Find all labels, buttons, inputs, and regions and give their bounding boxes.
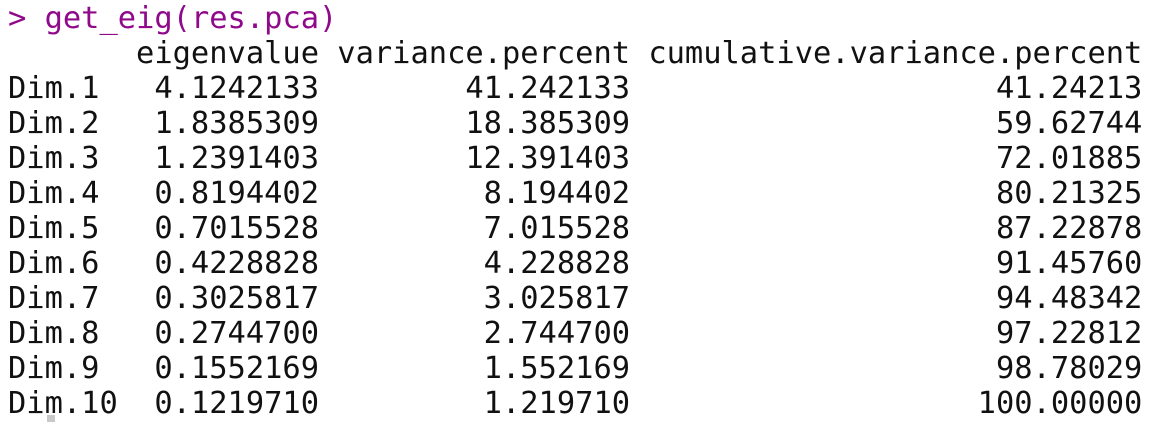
cumulative-variance-percent-cell: 100.00000 [977, 386, 1143, 421]
variance-percent-cell: 3.025817 [483, 281, 631, 316]
variance-percent-cell: 12.391403 [465, 141, 631, 176]
variance-percent-cell: 7.015528 [483, 211, 631, 246]
col-header-cumulative-variance-percent: cumulative.variance.percent [648, 36, 1143, 71]
eigenvalue-cell: 0.1219710 [154, 386, 320, 421]
variance-percent-cell: 4.228828 [483, 246, 631, 281]
table-row: Dim.3 1.2391403 12.391403 72.01885 [8, 141, 1162, 176]
row-name: Dim.10 [8, 386, 118, 421]
eigenvalue-cell: 0.3025817 [154, 281, 320, 316]
table-row: Dim.10 0.1219710 1.219710 100.00000 [8, 386, 1162, 421]
table-row: Dim.6 0.4228828 4.228828 91.45760 [8, 246, 1162, 281]
table-row: Dim.5 0.7015528 7.015528 87.22878 [8, 211, 1162, 246]
variance-percent-cell: 2.744700 [483, 316, 631, 351]
row-name: Dim.3 [8, 141, 100, 176]
table-row: Dim.2 1.8385309 18.385309 59.62744 [8, 106, 1162, 141]
console-command-line: > get_eig(res.pca) [8, 1, 1162, 36]
eigenvalue-cell: 1.8385309 [154, 106, 320, 141]
cumulative-variance-percent-cell: 97.22812 [995, 316, 1143, 351]
text-cursor[interactable] [47, 415, 55, 422]
eigenvalue-cell: 0.8194402 [154, 176, 320, 211]
eigenvalue-cell: 0.1552169 [154, 351, 320, 386]
cumulative-variance-percent-cell: 80.21325 [995, 176, 1143, 211]
cumulative-variance-percent-cell: 94.48342 [995, 281, 1143, 316]
variance-percent-cell: 8.194402 [483, 176, 631, 211]
col-header-variance-percent: variance.percent [337, 36, 631, 71]
cumulative-variance-percent-cell: 59.62744 [995, 106, 1143, 141]
eigenvalue-cell: 0.4228828 [154, 246, 320, 281]
row-name: Dim.5 [8, 211, 100, 246]
eigenvalue-cell: 0.2744700 [154, 316, 320, 351]
table-row: Dim.9 0.1552169 1.552169 98.78029 [8, 351, 1162, 386]
cumulative-variance-percent-cell: 41.24213 [995, 71, 1143, 106]
eigenvalue-cell: 0.7015528 [154, 211, 320, 246]
row-name: Dim.8 [8, 316, 100, 351]
cumulative-variance-percent-cell: 87.22878 [995, 211, 1143, 246]
eigenvalue-cell: 4.1242133 [154, 71, 320, 106]
row-name: Dim.1 [8, 71, 100, 106]
row-name: Dim.7 [8, 281, 100, 316]
table-row: Dim.1 4.1242133 41.242133 41.24213 [8, 71, 1162, 106]
variance-percent-cell: 1.219710 [483, 386, 631, 421]
table-row: Dim.7 0.3025817 3.025817 94.48342 [8, 281, 1162, 316]
variance-percent-cell: 41.242133 [465, 71, 631, 106]
table-header-row: eigenvalue variance.percent cumulative.var… [8, 36, 1162, 71]
row-name: Dim.6 [8, 246, 100, 281]
col-header-eigenvalue: eigenvalue [136, 36, 320, 71]
cumulative-variance-percent-cell: 72.01885 [995, 141, 1143, 176]
cumulative-variance-percent-cell: 91.45760 [995, 246, 1143, 281]
cumulative-variance-percent-cell: 98.78029 [995, 351, 1143, 386]
variance-percent-cell: 1.552169 [483, 351, 631, 386]
command-text: > get_eig(res.pca) [8, 1, 338, 36]
row-name: Dim.9 [8, 351, 100, 386]
variance-percent-cell: 18.385309 [465, 106, 631, 141]
table-row: Dim.8 0.2744700 2.744700 97.22812 [8, 316, 1162, 351]
row-name: Dim.2 [8, 106, 100, 141]
row-name: Dim.4 [8, 176, 100, 211]
table-row: Dim.4 0.8194402 8.194402 80.21325 [8, 176, 1162, 211]
eigenvalue-cell: 1.2391403 [154, 141, 320, 176]
